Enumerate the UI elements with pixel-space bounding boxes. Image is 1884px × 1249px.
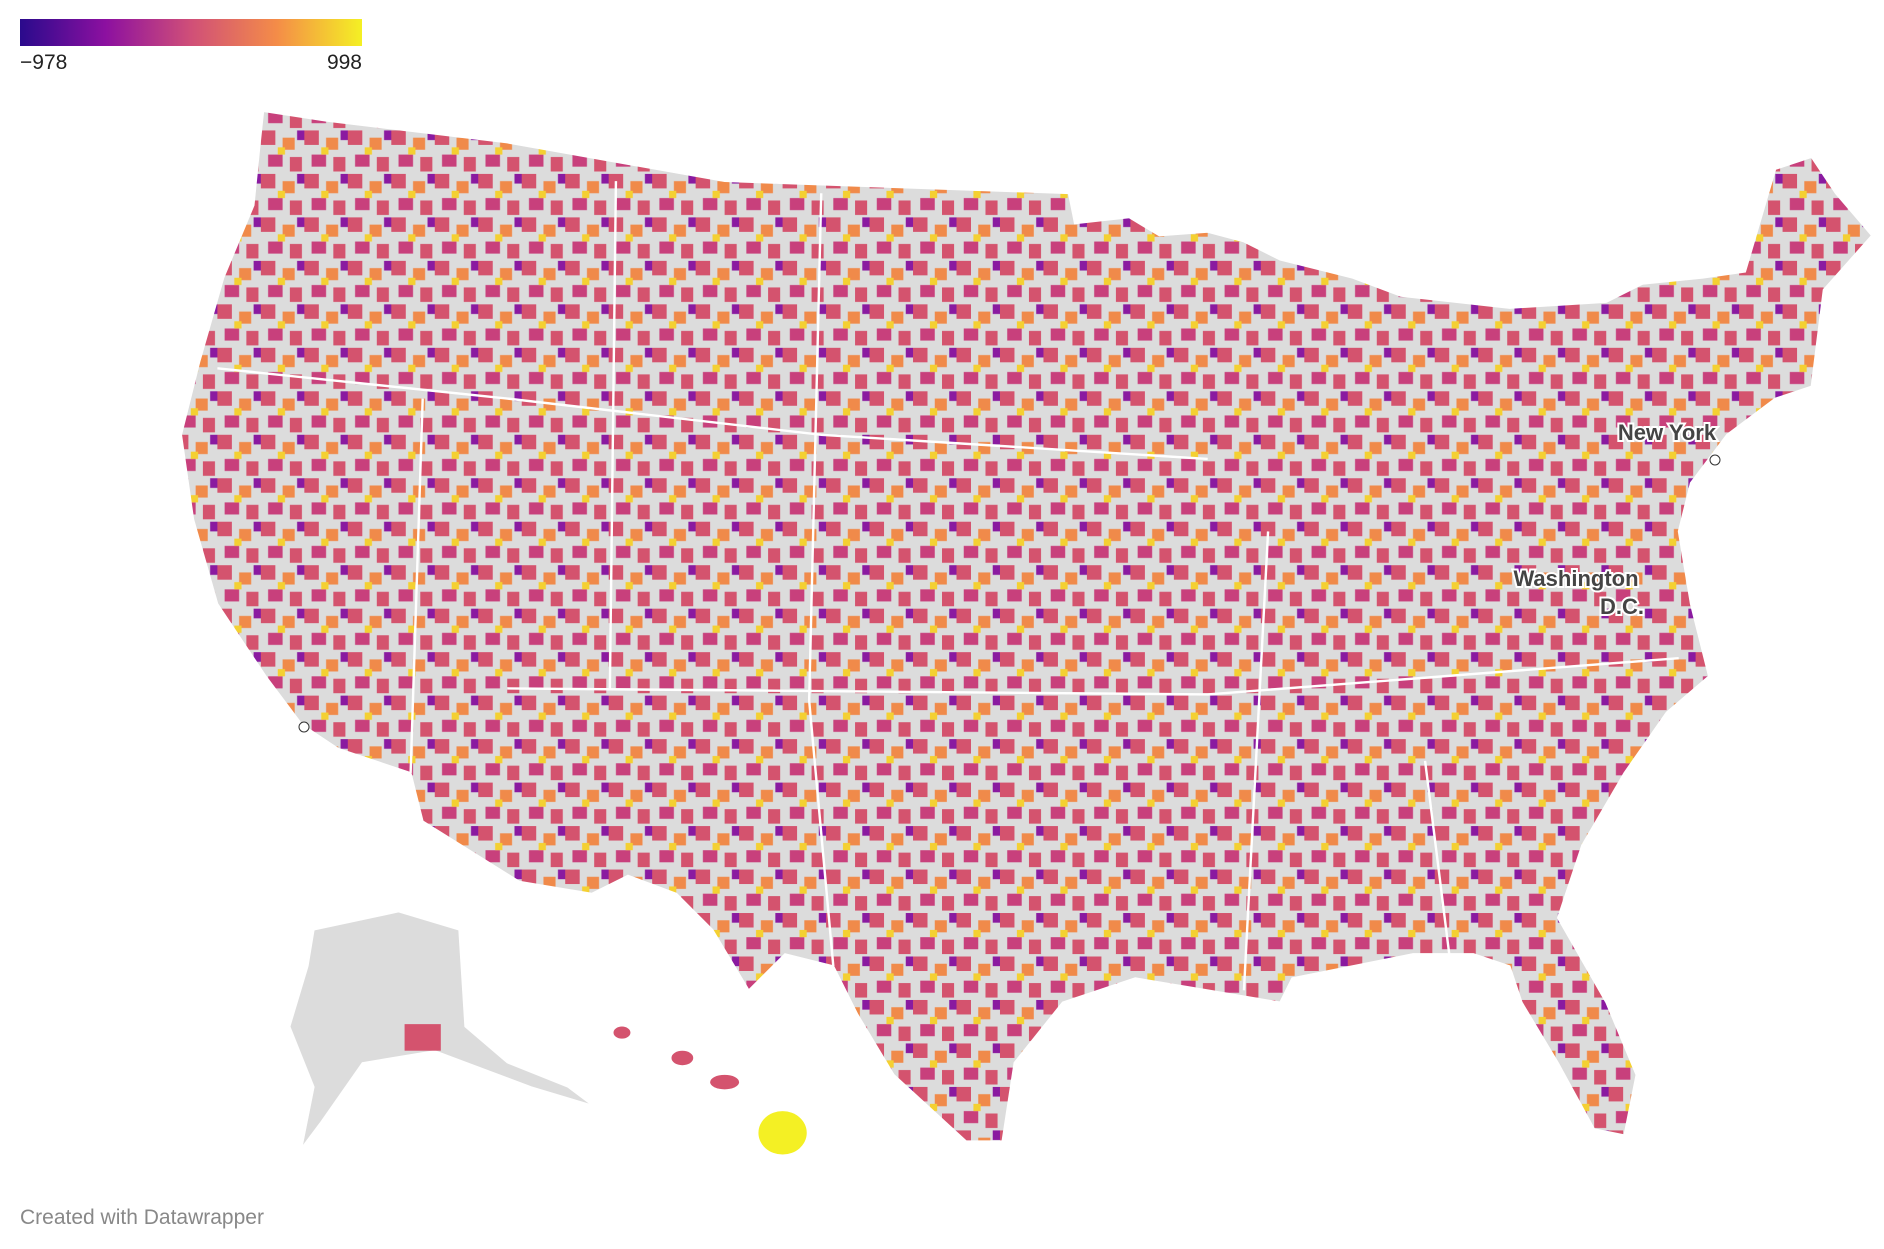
- alaska-county: [404, 1024, 441, 1051]
- hawaii: [613, 1026, 807, 1155]
- state-borders: [217, 181, 1679, 991]
- city-label: Washington: [1513, 566, 1638, 591]
- land: [180, 110, 1874, 1155]
- contiguous-us: [180, 110, 1874, 1143]
- city-dot: [1709, 454, 1721, 466]
- footer: Created with Datawrapper: [20, 1206, 264, 1229]
- city-label: New York: [1618, 420, 1717, 445]
- city-label: D.C.: [1600, 594, 1644, 619]
- city-dot: [298, 721, 310, 733]
- legend-gradient: [20, 19, 362, 46]
- legend-min-label: −978: [20, 51, 67, 74]
- legend-max-label: 998: [327, 51, 362, 74]
